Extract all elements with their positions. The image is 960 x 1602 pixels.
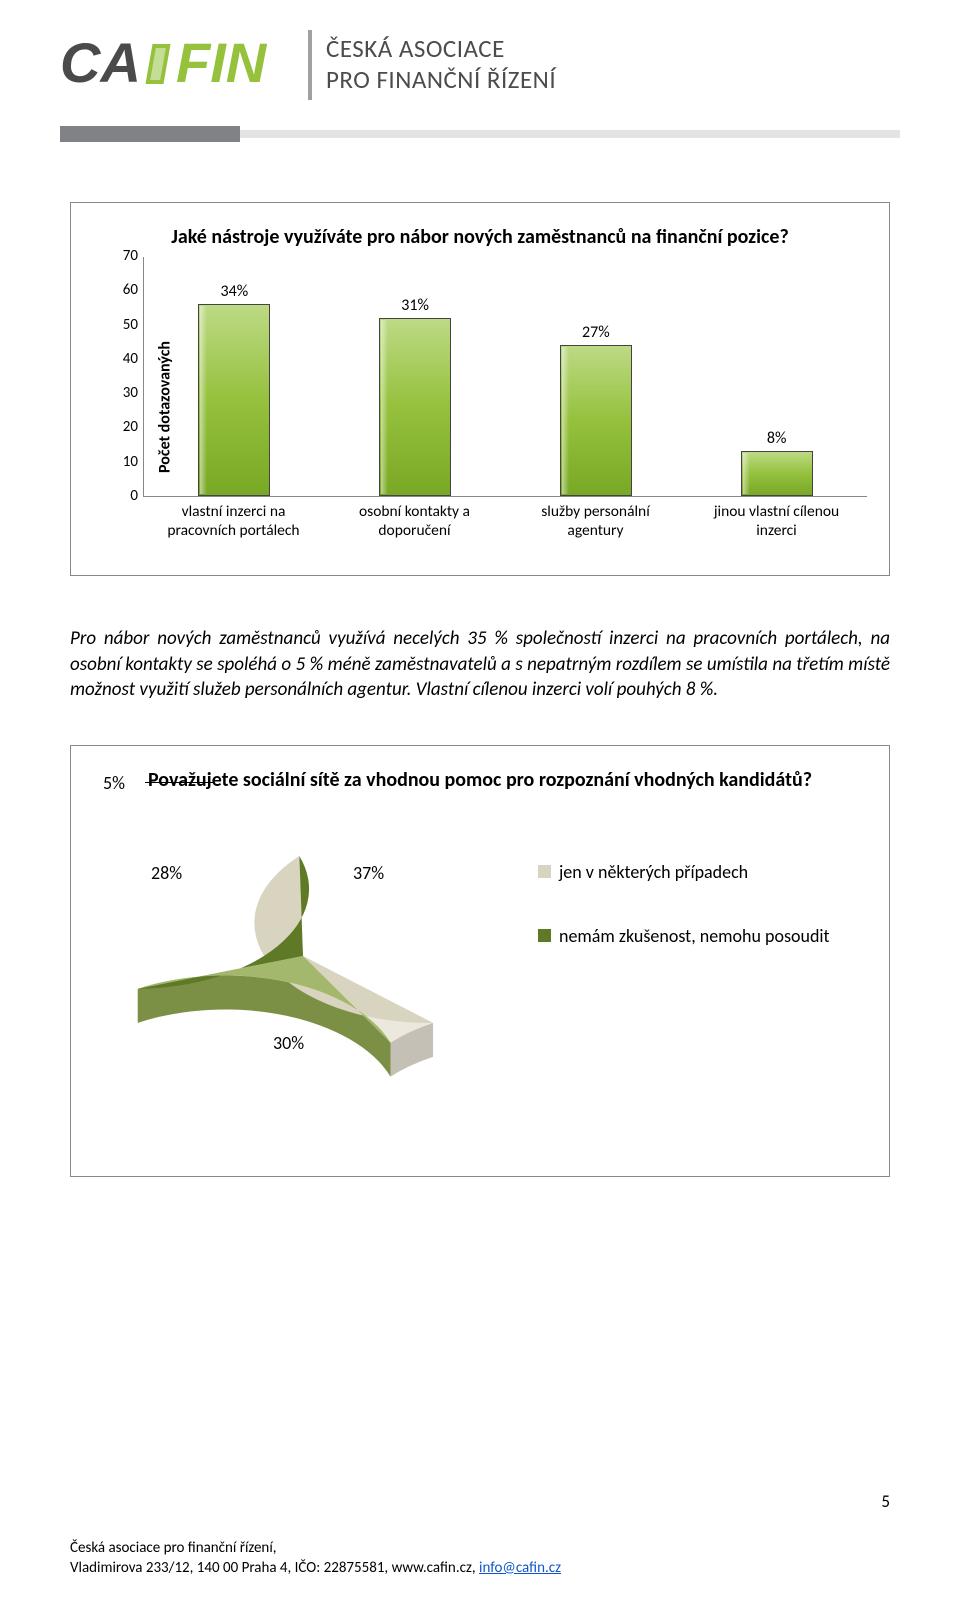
bar-column: 8% <box>697 429 856 496</box>
bar-xlabel: osobní kontakty adoporučení <box>335 503 494 540</box>
ytick: 20 <box>110 418 138 436</box>
footer-line1: Česká asociace pro finanční řízení, <box>70 1538 890 1558</box>
bar-chart-box: Jaké nástroje využíváte pro nábor nových… <box>70 202 890 576</box>
bar-pct-label: 31% <box>401 296 429 315</box>
body-paragraph: Pro nábor nových zaměstnanců využívá nec… <box>70 626 890 703</box>
pie-chart-title: Považujete sociální sítě za vhodnou pomo… <box>93 768 867 792</box>
bar-chart-xlabels: vlastní inzerci napracovních portálech os… <box>143 503 867 540</box>
org-name: ČESKÁ ASOCIACE PRO FINANČNÍ ŘÍZENÍ <box>326 33 556 96</box>
bar-chart-plot: 34%31%27%8% 010203040506070 <box>143 257 867 497</box>
pie-chart: 5% 28% 37% 30% <box>93 806 533 1146</box>
header-divider-bar <box>60 126 900 142</box>
legend-swatch <box>538 865 551 878</box>
bar-xlabel: jinou vlastní cílenouinzerci <box>697 503 856 540</box>
bar-column: 31% <box>336 296 495 496</box>
page-header: CA FIN ČESKÁ ASOCIACE PRO FINANČNÍ ŘÍZEN… <box>0 0 960 142</box>
bar-xlabel: služby personálníagentury <box>516 503 675 540</box>
bar-rect <box>379 318 451 496</box>
logo-divider <box>308 30 312 100</box>
bar-rect <box>560 345 632 496</box>
bar-rect <box>198 304 270 496</box>
svg-text:FIN: FIN <box>176 31 268 94</box>
legend-text: jen v některých případech <box>559 861 748 883</box>
footer-line2: Vladimirova 233/12, 140 00 Praha 4, IČO:… <box>70 1558 890 1578</box>
org-line2: PRO FINANČNÍ ŘÍZENÍ <box>326 64 556 95</box>
bar-chart-title: Jaké nástroje využíváte pro nábor nových… <box>93 225 867 249</box>
legend-text: nemám zkušenost, nemohu posoudit <box>559 925 830 947</box>
page-number: 5 <box>881 1491 890 1512</box>
bar-chart-area: Počet dotazovaných 34%31%27%8% 010203040… <box>143 257 867 557</box>
page-footer: Česká asociace pro finanční řízení, Vlad… <box>70 1538 890 1579</box>
pie-slice-label-37: 37% <box>353 862 384 884</box>
pie-chart-box: Považujete sociální sítě za vhodnou pomo… <box>70 745 890 1177</box>
logo-row: CA FIN ČESKÁ ASOCIACE PRO FINANČNÍ ŘÍZEN… <box>60 30 900 100</box>
svg-text:CA: CA <box>60 31 141 94</box>
ytick: 50 <box>110 316 138 334</box>
ytick: 70 <box>110 247 138 265</box>
pie-slice-label-5: 5% <box>103 772 125 794</box>
ytick: 30 <box>110 384 138 402</box>
pie-legend-item: nemám zkušenost, nemohu posoudit <box>538 925 830 947</box>
pie-legend-item: jen v některých případech <box>538 861 830 883</box>
bar-column: 34% <box>155 282 314 496</box>
pie-legend: jen v některých případech nemám zkušenost… <box>538 861 830 989</box>
bar-pct-label: 27% <box>582 323 610 342</box>
bar-pct-label: 8% <box>767 429 787 448</box>
bar-rect <box>741 451 813 496</box>
ytick: 0 <box>110 487 138 505</box>
org-line1: ČESKÁ ASOCIACE <box>326 33 556 64</box>
bar-pct-label: 34% <box>221 282 249 301</box>
pie-slice-label-28: 28% <box>151 862 182 884</box>
pie-slice-label-30: 30% <box>273 1032 304 1054</box>
ytick: 10 <box>110 453 138 471</box>
ytick: 60 <box>110 281 138 299</box>
footer-email-link[interactable]: info@cafin.cz <box>479 1559 561 1577</box>
legend-swatch <box>538 929 551 942</box>
cafin-logo: CA FIN <box>60 30 290 100</box>
ytick: 40 <box>110 350 138 368</box>
bar-xlabel: vlastní inzerci napracovních portálech <box>154 503 313 540</box>
bar-column: 27% <box>516 323 675 496</box>
